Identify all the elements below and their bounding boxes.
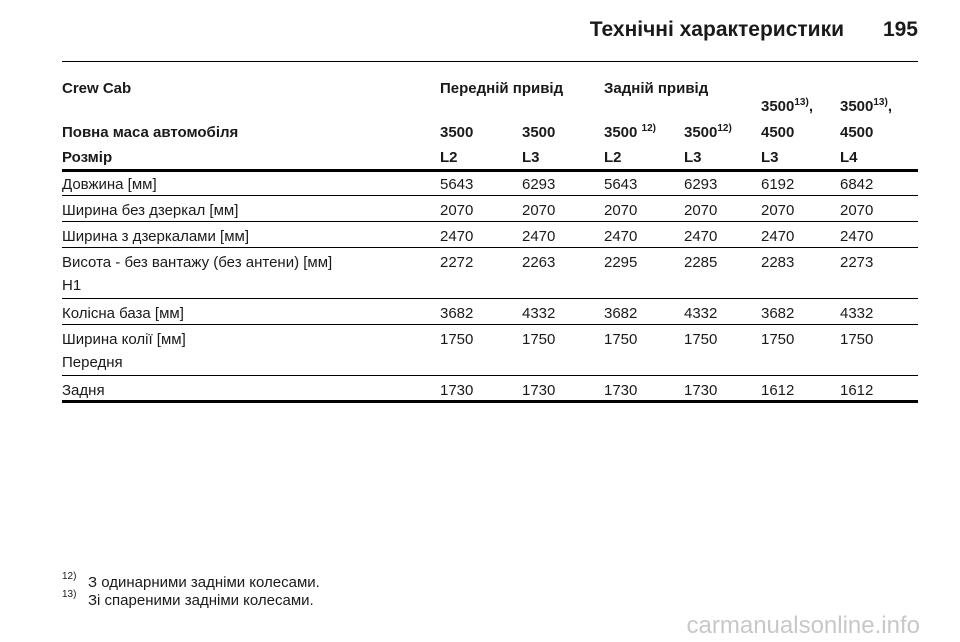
page-title: Технічні характеристики bbox=[589, 18, 844, 41]
rule bbox=[62, 221, 918, 222]
column-group: Передній привід bbox=[440, 80, 564, 97]
cell: 3682 bbox=[761, 305, 795, 322]
cell: 1750 bbox=[761, 331, 795, 348]
cell: 1730 bbox=[522, 382, 556, 399]
page-number: 195 bbox=[882, 18, 918, 41]
cell: 2070 bbox=[684, 202, 718, 219]
column-header: L3 bbox=[684, 149, 702, 166]
cell: 2070 bbox=[522, 202, 556, 219]
cell: 3682 bbox=[440, 305, 474, 322]
cell: 2285 bbox=[684, 254, 718, 271]
column-header: L2 bbox=[440, 149, 458, 166]
cell: 2470 bbox=[761, 228, 795, 245]
cell: 2070 bbox=[761, 202, 795, 219]
header-text: 3500 bbox=[604, 124, 638, 141]
footnote-ref: 12) bbox=[641, 123, 656, 134]
cell: 2070 bbox=[440, 202, 474, 219]
row-header: Розмір bbox=[62, 149, 113, 166]
header-text: 3500 bbox=[522, 124, 556, 141]
cell: 4332 bbox=[684, 305, 718, 322]
column-header: 3500 bbox=[440, 124, 473, 142]
column-header: 3500 12) bbox=[604, 124, 656, 142]
cell: 2295 bbox=[604, 254, 638, 271]
rule bbox=[62, 169, 918, 172]
rule bbox=[62, 298, 918, 299]
cell: 2070 bbox=[840, 202, 874, 219]
cell: 2272 bbox=[440, 254, 474, 271]
cell: 1750 bbox=[522, 331, 556, 348]
cell: 1750 bbox=[604, 331, 638, 348]
header-suffix: , bbox=[808, 98, 813, 115]
cell: 1612 bbox=[761, 382, 795, 399]
cell: 2470 bbox=[840, 228, 874, 245]
footnote-mark: 12) bbox=[62, 571, 77, 582]
header-text: 3500 bbox=[440, 124, 474, 141]
cell: 6293 bbox=[522, 176, 556, 193]
footnote-text: Зі спареними задніми колесами. bbox=[88, 592, 314, 609]
header-text: 3500 bbox=[761, 98, 795, 115]
column-group: Задній привід bbox=[604, 80, 709, 97]
column-header: L3 bbox=[522, 149, 540, 166]
cell: 1730 bbox=[440, 382, 474, 399]
row-label: Довжина [мм] bbox=[62, 176, 157, 193]
cell: 5643 bbox=[604, 176, 638, 193]
column-header: 4500 bbox=[840, 124, 874, 141]
cell: 2283 bbox=[761, 254, 795, 271]
footnote-ref: 13) bbox=[873, 97, 888, 108]
cell: 6293 bbox=[684, 176, 718, 193]
cell: 1612 bbox=[840, 382, 874, 399]
cell: 1750 bbox=[840, 331, 874, 348]
header-suffix: , bbox=[887, 98, 892, 115]
watermark: carmanualsonline.info bbox=[686, 612, 920, 639]
column-header: 350013), bbox=[840, 98, 892, 116]
cell: 2470 bbox=[440, 228, 474, 245]
row-sublabel: H1 bbox=[62, 277, 82, 294]
header-text: 3500 bbox=[684, 124, 718, 141]
cell: 2273 bbox=[840, 254, 874, 271]
cell: 4332 bbox=[840, 305, 874, 322]
cell: 4332 bbox=[522, 305, 556, 322]
column-group: Crew Cab bbox=[62, 80, 132, 97]
row-header: Повна маса автомобіля bbox=[62, 124, 239, 141]
rule bbox=[62, 400, 918, 403]
cell: 1730 bbox=[604, 382, 638, 399]
cell: 5643 bbox=[440, 176, 474, 193]
footnote-text: З одинарними задніми колесами. bbox=[88, 574, 320, 591]
cell: 2263 bbox=[522, 254, 556, 271]
cell: 3682 bbox=[604, 305, 638, 322]
footnote-ref: 12) bbox=[717, 123, 732, 134]
column-header: L3 bbox=[761, 149, 779, 166]
rule bbox=[62, 247, 918, 248]
cell: 1750 bbox=[440, 331, 474, 348]
rule bbox=[62, 195, 918, 196]
column-header: 3500 bbox=[522, 124, 555, 142]
column-header: 350012) bbox=[684, 124, 732, 142]
row-label: Висота - без вантажу (без антени) [мм] bbox=[62, 254, 333, 271]
row-label: Колісна база [мм] bbox=[62, 305, 184, 322]
row-label: Ширина колії [мм] bbox=[62, 331, 186, 348]
row-label: Ширина з дзеркалами [мм] bbox=[62, 228, 249, 245]
column-header: 4500 bbox=[761, 124, 795, 141]
cell: 6192 bbox=[761, 176, 795, 193]
row-label: Ширина без дзеркал [мм] bbox=[62, 202, 239, 219]
cell: 2070 bbox=[604, 202, 638, 219]
row-label: Задня bbox=[62, 382, 105, 399]
cell: 2470 bbox=[522, 228, 556, 245]
footnote-ref: 13) bbox=[794, 97, 809, 108]
header-text: 3500 bbox=[840, 98, 874, 115]
column-header: L2 bbox=[604, 149, 622, 166]
cell: 6842 bbox=[840, 176, 874, 193]
rule bbox=[62, 61, 918, 62]
rule bbox=[62, 324, 918, 325]
column-header: L4 bbox=[840, 149, 858, 166]
cell: 2470 bbox=[604, 228, 638, 245]
cell: 1750 bbox=[684, 331, 718, 348]
rule bbox=[62, 375, 918, 376]
footnote-mark: 13) bbox=[62, 589, 77, 600]
row-sublabel: Передня bbox=[62, 354, 123, 371]
column-header: 350013), bbox=[761, 98, 813, 116]
cell: 1730 bbox=[684, 382, 718, 399]
cell: 2470 bbox=[684, 228, 718, 245]
